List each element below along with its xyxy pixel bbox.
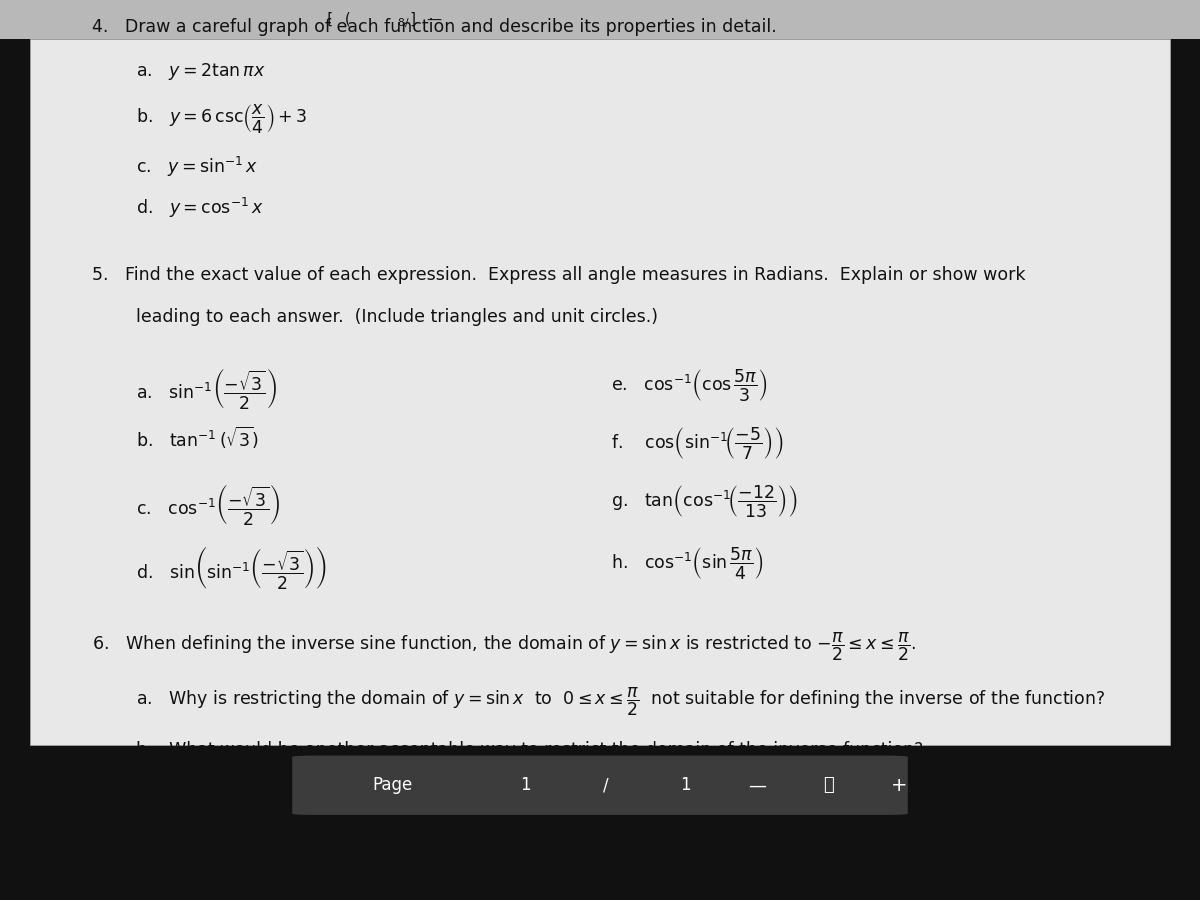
Text: 4.   Draw a careful graph of each function and describe its properties in detail: 4. Draw a careful graph of each function… xyxy=(92,18,776,36)
Text: /: / xyxy=(602,776,608,795)
Text: 🔍: 🔍 xyxy=(823,776,833,795)
Text: a.   Why is restricting the domain of $y = \sin x$  to  $0\leq x\leq\dfrac{\pi}{: a. Why is restricting the domain of $y =… xyxy=(137,686,1105,718)
Text: b.   What would be another acceptable way to restrict the domain of the inverse : b. What would be another acceptable way … xyxy=(137,741,924,759)
Text: 1: 1 xyxy=(680,776,691,795)
Text: Page: Page xyxy=(372,776,413,795)
Text: b.   $\tan^{-1}(\sqrt{3})$: b. $\tan^{-1}(\sqrt{3})$ xyxy=(137,425,259,451)
Text: f.    $\cos\!\left(\sin^{-1}\!\!\left(\dfrac{-5}{7}\right)\right)$: f. $\cos\!\left(\sin^{-1}\!\!\left(\dfra… xyxy=(611,425,784,461)
Text: g.   $\tan\!\left(\cos^{-1}\!\!\left(\dfrac{-12}{13}\right)\right)$: g. $\tan\!\left(\cos^{-1}\!\!\left(\dfra… xyxy=(611,482,797,518)
Text: a.   $y = 2\tan\pi x$: a. $y = 2\tan\pi x$ xyxy=(137,61,266,82)
Text: h.   $\cos^{-1}\!\left(\sin\dfrac{5\pi}{4}\right)$: h. $\cos^{-1}\!\left(\sin\dfrac{5\pi}{4}… xyxy=(611,545,763,581)
Text: leading to each answer.  (Include triangles and unit circles.): leading to each answer. (Include triangl… xyxy=(137,309,659,327)
Text: b.   $y = 6\,\csc\!\left(\dfrac{x}{4}\right)+3$: b. $y = 6\,\csc\!\left(\dfrac{x}{4}\righ… xyxy=(137,102,307,135)
Text: —: — xyxy=(749,776,767,795)
Text: 1: 1 xyxy=(521,776,532,795)
Text: +: + xyxy=(890,776,907,795)
Text: 5.   Find the exact value of each expression.  Express all angle measures in Rad: 5. Find the exact value of each expressi… xyxy=(92,266,1026,284)
Text: d.   $\sin\!\left(\sin^{-1}\!\left(\dfrac{-\sqrt{3}}{2}\right)\right)$: d. $\sin\!\left(\sin^{-1}\!\left(\dfrac{… xyxy=(137,545,328,592)
Text: d.   $y = \cos^{-1}x$: d. $y = \cos^{-1}x$ xyxy=(137,195,264,220)
FancyBboxPatch shape xyxy=(0,0,1200,40)
FancyBboxPatch shape xyxy=(293,756,908,815)
Text: e.   $\cos^{-1}\!\left(\cos\dfrac{5\pi}{3}\right)$: e. $\cos^{-1}\!\left(\cos\dfrac{5\pi}{3}… xyxy=(611,367,768,403)
Text: c.   $y = \sin^{-1}x$: c. $y = \sin^{-1}x$ xyxy=(137,155,258,179)
Text: 6.   When defining the inverse sine function, the domain of $y=\sin x$ is restri: 6. When defining the inverse sine functi… xyxy=(92,630,917,662)
Text: [ (     $_{8/}$] —: [ ( $_{8/}$] — xyxy=(324,10,443,30)
Text: a.   $\sin^{-1}\!\left(\dfrac{-\sqrt{3}}{2}\right)$: a. $\sin^{-1}\!\left(\dfrac{-\sqrt{3}}{2… xyxy=(137,367,277,412)
Text: c.   $\cos^{-1}\!\left(\dfrac{-\sqrt{3}}{2}\right)$: c. $\cos^{-1}\!\left(\dfrac{-\sqrt{3}}{2… xyxy=(137,482,281,527)
FancyBboxPatch shape xyxy=(30,40,1170,745)
